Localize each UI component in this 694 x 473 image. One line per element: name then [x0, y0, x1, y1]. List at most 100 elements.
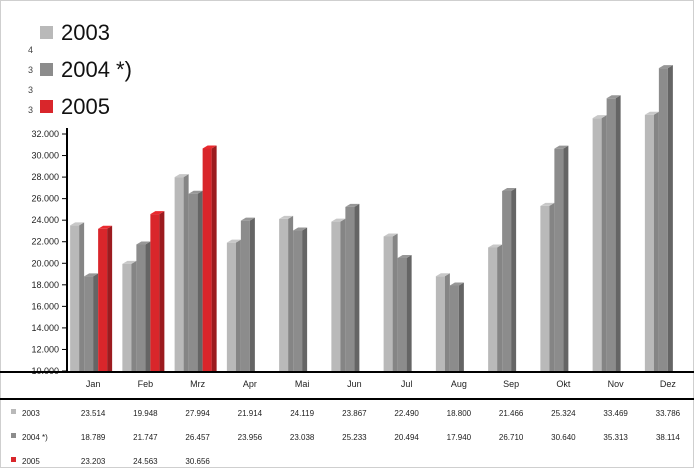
bar-top-2003-Dez [644, 111, 659, 115]
y-tick-label: 26.000 [31, 194, 59, 204]
partial-tick-40: 4 [28, 45, 34, 55]
bar-top-2004-Dez [658, 65, 673, 69]
bar-side-2004-Jun [354, 203, 360, 371]
bar-top-2003-Aug [435, 273, 450, 277]
bar-side-2003-Jun [340, 218, 346, 371]
bar-side-2003-Apr [235, 239, 241, 371]
bar-side-2004-Okt [563, 145, 569, 371]
y-tick-label: 32.000 [31, 129, 59, 139]
x-tick-label: Mrz [190, 379, 205, 389]
bar-side-2005-Mrz [211, 145, 217, 371]
bar-top-2003-Okt [540, 202, 555, 206]
bar-2003-Dez [644, 114, 654, 371]
bar-top-2003-Mai [279, 215, 294, 219]
bar-2005-Mrz [202, 148, 212, 371]
bar-top-2005-Jan [98, 225, 113, 229]
bar-2003-Nov [592, 118, 602, 371]
bar-side-2003-Dez [653, 111, 659, 371]
bar-2004-Jan [84, 276, 94, 371]
table-cell: 23.038 [290, 433, 315, 442]
bar-2003-Jul [383, 236, 393, 371]
legend-label-2004: 2004 *) [61, 56, 132, 82]
bar-2003-Mai [279, 218, 289, 371]
y-tick-label: 16.000 [31, 301, 59, 311]
table-row-marker [11, 457, 16, 462]
bar-2004-Aug [449, 285, 459, 371]
bar-top-2005-Mrz [202, 145, 217, 149]
bar-top-2004-Jan [84, 273, 99, 277]
y-tick-label: 28.000 [31, 172, 59, 182]
table-cell: 24.563 [133, 457, 158, 466]
bar-2005-Feb [150, 214, 160, 371]
bar-top-2003-Mrz [174, 174, 189, 178]
legend-label-2003: 2003 [61, 19, 110, 45]
bar-top-2003-Jul [383, 233, 398, 237]
bar-2004-Sep [502, 190, 512, 371]
table-cell: 35.313 [603, 433, 628, 442]
table-cell: 20.494 [394, 433, 419, 442]
x-tick-label: Okt [556, 379, 571, 389]
bar-side-2004-Nov [615, 95, 621, 372]
bar-side-2003-Feb [131, 260, 137, 371]
x-tick-label: Aug [451, 379, 467, 389]
bar-side-2004-Mrz [197, 190, 203, 371]
x-tick-label: Sep [503, 379, 519, 389]
bar-top-2003-Jun [331, 218, 346, 222]
bar-side-2005-Jan [107, 225, 113, 371]
table-cell: 19.948 [133, 409, 158, 418]
x-tick-label: Mai [295, 379, 310, 389]
bar-2004-Nov [606, 98, 616, 372]
legend-swatch-2004 [40, 63, 53, 76]
x-tick-label: Jan [86, 379, 101, 389]
y-tick-label: 22.000 [31, 237, 59, 247]
bar-2003-Feb [122, 263, 132, 371]
bar-top-2004-Jun [345, 203, 360, 207]
bar-2004-Mai [293, 230, 303, 371]
bar-top-2004-Feb [136, 241, 151, 245]
table-cell: 18.789 [81, 433, 106, 442]
table-row-label: 2004 *) [22, 433, 48, 442]
bar-2003-Jun [331, 221, 341, 371]
bar-side-2004-Sep [511, 187, 517, 371]
legend-swatch-2005 [40, 100, 53, 113]
bar-top-2003-Nov [592, 115, 607, 119]
bar-top-2005-Feb [150, 211, 165, 215]
legend-item-2003: 2003 [40, 14, 132, 51]
bar-side-2003-Aug [444, 273, 450, 371]
bar-2004-Okt [554, 148, 564, 371]
bar-side-2003-Sep [497, 244, 503, 371]
x-tick-label: Apr [243, 379, 257, 389]
legend-item-2004: 2004 *) [40, 51, 132, 88]
partial-tick-34: 3 [28, 105, 34, 115]
table-cell: 26.457 [185, 433, 210, 442]
bar-side-2003-Okt [549, 202, 555, 371]
x-tick-label: Feb [138, 379, 154, 389]
bar-2005-Jan [98, 228, 108, 371]
table-row-label: 2003 [22, 409, 40, 418]
bar-top-2003-Feb [122, 260, 137, 264]
table-cell: 17.940 [447, 433, 472, 442]
table-cell: 22.490 [394, 409, 419, 418]
table-row-marker [11, 409, 16, 414]
y-tick-label: 30.000 [31, 151, 59, 161]
table-cell: 21.914 [238, 409, 263, 418]
bar-side-2004-Jul [406, 254, 412, 371]
bar-2003-Sep [488, 247, 498, 371]
bar-top-2003-Jan [70, 222, 85, 226]
bar-2003-Apr [226, 242, 236, 371]
partial-tick-36: 3 [28, 85, 34, 95]
table-cell: 21.466 [499, 409, 524, 418]
table-cell: 25.324 [551, 409, 576, 418]
bar-side-2004-Aug [458, 282, 464, 371]
y-tick-label: 20.000 [31, 258, 59, 268]
table-cell: 21.747 [133, 433, 158, 442]
bar-side-2004-Dez [667, 65, 673, 371]
bar-top-2004-Aug [449, 282, 464, 286]
table-cell: 25.233 [342, 433, 367, 442]
table-cell: 26.710 [499, 433, 524, 442]
legend-item-2005: 2005 [40, 88, 132, 125]
bar-top-2004-Okt [554, 145, 569, 149]
legend-swatch-2003 [40, 26, 53, 39]
bar-top-2004-Apr [240, 217, 255, 221]
bar-side-2003-Jan [79, 222, 85, 371]
